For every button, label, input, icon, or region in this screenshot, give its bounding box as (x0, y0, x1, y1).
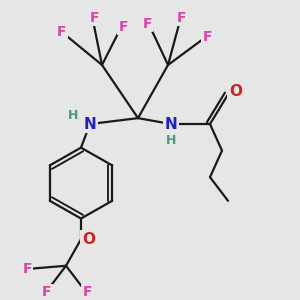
Text: F: F (202, 30, 212, 44)
Text: F: F (90, 11, 99, 25)
Text: F: F (142, 16, 152, 31)
Text: O: O (229, 84, 242, 99)
Text: O: O (82, 232, 95, 247)
Text: H: H (68, 109, 79, 122)
Text: F: F (22, 262, 32, 276)
Text: F: F (118, 20, 128, 34)
Text: N: N (84, 116, 96, 131)
Text: F: F (57, 26, 66, 40)
Text: H: H (166, 134, 176, 147)
Text: F: F (42, 285, 51, 299)
Text: F: F (82, 285, 92, 299)
Text: N: N (165, 116, 177, 131)
Text: F: F (177, 11, 186, 25)
